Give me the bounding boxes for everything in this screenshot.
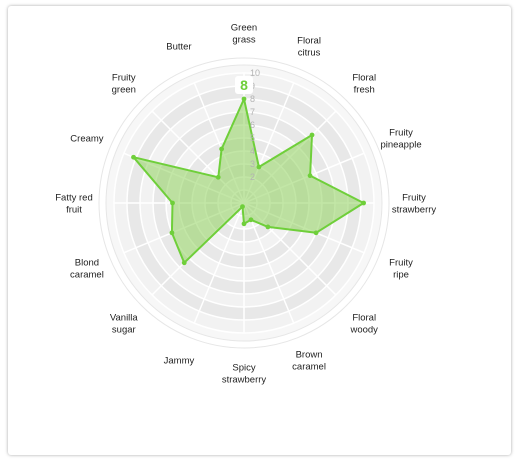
axis-label-line: caramel [292, 362, 326, 373]
axis-label: Creamy [70, 133, 104, 144]
axis-label-line: Butter [166, 41, 191, 52]
tick-label: 2 [250, 172, 255, 182]
axis-label: Fruity strawberry [392, 193, 437, 216]
axis-label-line: citrus [298, 47, 321, 58]
data-point [241, 96, 247, 102]
data-point [265, 224, 271, 230]
tick-label: 10 [250, 68, 260, 78]
axis-label-line: Creamy [70, 133, 104, 144]
axis-label-line: Fruity [402, 193, 426, 204]
axis-label-line: pineapple [380, 139, 421, 150]
axis-label: Fruity ripe [389, 258, 413, 281]
axis-label-line: Vanilla [110, 313, 139, 324]
data-point [313, 230, 319, 236]
axis-spoke [193, 202, 245, 324]
axis-label-line: Fatty red [55, 193, 93, 204]
axis-label: Floral woody [349, 313, 378, 336]
data-point [170, 200, 175, 206]
axis-label: Fatty red fruit [55, 193, 93, 216]
tick-label: 8 [250, 94, 255, 104]
tick-label: 5 [250, 133, 255, 143]
axis-label-line: Fruity [389, 127, 413, 138]
axis-label: Floral citrus [297, 35, 321, 58]
axis-label-line: Blond [75, 258, 99, 269]
tick-label: 3 [250, 159, 255, 169]
axis-label-line: Fruity [112, 72, 136, 83]
value-badge-text: 8 [240, 77, 248, 93]
axis-label-line: ripe [393, 270, 409, 281]
axis-label-line: Spicy [232, 363, 255, 374]
data-point [181, 260, 187, 266]
axis-label-line: fruit [66, 205, 82, 216]
data-point [248, 217, 254, 223]
axis-label-line: strawberry [222, 375, 267, 386]
axis-label: Brown caramel [292, 350, 326, 373]
data-point [361, 200, 366, 206]
data-point [219, 146, 225, 152]
axis-label: Vanilla sugar [110, 313, 139, 336]
data-point [309, 132, 315, 138]
axis-label-line: grass [232, 35, 255, 46]
axis-label-line: caramel [70, 270, 104, 281]
axis-label: Jammy [164, 356, 195, 367]
axis-label: Fruity pineapple [380, 127, 421, 150]
axis-spoke [243, 202, 295, 324]
axis-label-line: Green [231, 23, 257, 34]
axis-label: Green grass [231, 23, 257, 46]
axis-label: Floral fresh [352, 72, 376, 95]
axis-label-line: Fruity [389, 258, 413, 269]
axis-label-line: Floral [352, 313, 376, 324]
axis-label: Blond caramel [70, 258, 104, 281]
value-badge [235, 76, 253, 94]
axis-label: Fruity green [112, 72, 136, 95]
axis-label-line: sugar [112, 325, 136, 336]
data-point [241, 221, 247, 227]
axis-label-line: fresh [354, 84, 375, 95]
axis-label-line: Floral [297, 35, 321, 46]
axis-label-line: Brown [296, 350, 323, 361]
axis-label-line: green [112, 84, 136, 95]
axis-label-line: strawberry [392, 205, 437, 216]
tick-label: 4 [250, 146, 255, 156]
tick-label: 7 [250, 107, 255, 117]
axis-label: Spicy strawberry [222, 363, 267, 386]
axis-label-line: woody [349, 325, 378, 336]
tick-label: 6 [250, 120, 255, 130]
axis-label: Butter [166, 41, 191, 52]
data-point [131, 154, 136, 160]
data-point [256, 164, 262, 170]
data-point [169, 230, 175, 236]
data-point [215, 174, 221, 180]
data-point [307, 173, 313, 179]
axis-label-line: Floral [352, 72, 376, 83]
axis-label-line: Jammy [164, 356, 195, 367]
data-point [240, 204, 245, 210]
